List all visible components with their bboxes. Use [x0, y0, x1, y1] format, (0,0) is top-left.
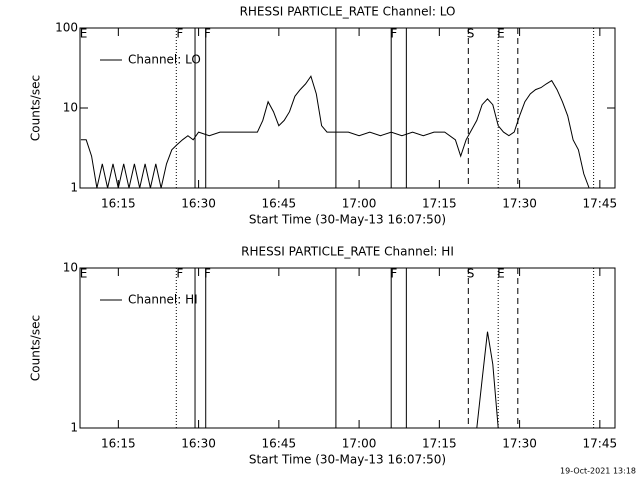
- plot-frame: [79, 267, 616, 429]
- legend-label: Channel: LO: [128, 53, 201, 67]
- marker-label: F: [176, 27, 183, 41]
- marker-label: F: [390, 267, 397, 281]
- y-tick-label: 100: [55, 21, 78, 35]
- legend-label: Channel: HI: [128, 293, 198, 307]
- chart-title: RHESSI PARTICLE_RATE Channel: HI: [241, 245, 454, 259]
- x-tick-label: 17:30: [502, 197, 537, 211]
- x-tick-label: 16:15: [101, 197, 136, 211]
- x-axis-label: Start Time (30-May-13 16:07:50): [249, 213, 446, 227]
- footer: 19-Oct-2021 13:18: [560, 467, 636, 476]
- y-tick-label: 10: [63, 261, 78, 275]
- y-tick-label: 1: [70, 181, 78, 195]
- x-tick-label: 16:15: [101, 437, 136, 451]
- x-tick-label: 17:45: [583, 437, 618, 451]
- y-axis-label: Counts/sec: [29, 315, 43, 381]
- y-tick-label: 10: [63, 101, 78, 115]
- x-tick-label: 16:45: [262, 437, 297, 451]
- marker-label: E: [497, 267, 505, 281]
- marker-label: F: [204, 27, 211, 41]
- marker-label: E: [80, 267, 88, 281]
- x-tick-label: 16:30: [181, 197, 216, 211]
- data-line: [471, 331, 504, 429]
- x-tick-label: 17:30: [502, 437, 537, 451]
- marker-label: E: [497, 27, 505, 41]
- x-tick-label: 17:15: [422, 197, 457, 211]
- x-tick-label: 17:00: [342, 197, 377, 211]
- marker-label: S: [467, 27, 475, 41]
- x-tick-label: 17:45: [583, 197, 618, 211]
- marker-label: F: [390, 27, 397, 41]
- marker-label: F: [204, 267, 211, 281]
- marker-label: S: [467, 267, 475, 281]
- x-axis-label: Start Time (30-May-13 16:07:50): [249, 453, 446, 467]
- x-tick-label: 17:15: [422, 437, 457, 451]
- marker-label: E: [80, 27, 88, 41]
- x-tick-label: 17:00: [342, 437, 377, 451]
- y-tick-label: 1: [70, 421, 78, 435]
- chart-title: RHESSI PARTICLE_RATE Channel: LO: [240, 5, 456, 19]
- x-tick-label: 16:30: [181, 437, 216, 451]
- x-tick-label: 16:45: [262, 197, 297, 211]
- data-line: [80, 75, 590, 189]
- y-axis-label: Counts/sec: [29, 75, 43, 141]
- marker-label: F: [176, 267, 183, 281]
